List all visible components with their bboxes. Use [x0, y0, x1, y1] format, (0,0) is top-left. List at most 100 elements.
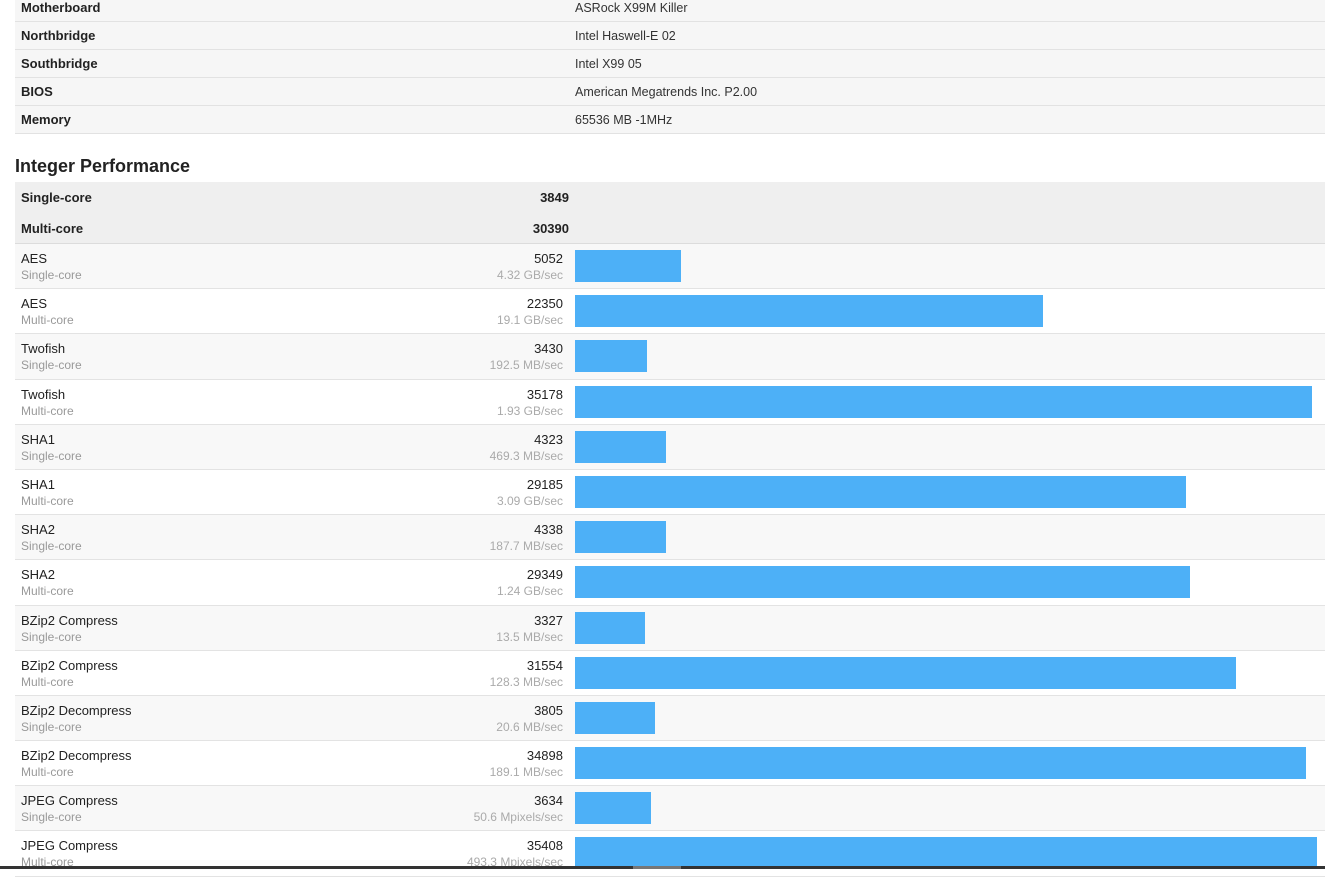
- benchmark-name: Twofish: [21, 341, 66, 357]
- score-bar: [575, 747, 1306, 780]
- benchmark-score: 3634: [534, 793, 563, 809]
- benchmark-kind: Single-core: [21, 358, 82, 373]
- benchmark-row: Twofish Single-core 3430 192.5 MB/sec: [15, 334, 1325, 380]
- benchmark-kind: Multi-core: [21, 855, 74, 870]
- benchmark-kind: Single-core: [21, 810, 82, 825]
- score-bar-track: [575, 475, 1325, 508]
- section-title: Integer Performance: [15, 156, 191, 176]
- score-bar: [575, 475, 1186, 508]
- score-bar-track: [575, 566, 1325, 599]
- info-value: Intel X99 05: [575, 56, 642, 71]
- benchmark-row: SHA2 Multi-core 29349 1.24 GB/sec: [15, 560, 1325, 606]
- benchmark-score: 5052: [534, 251, 563, 266]
- score-bar: [575, 792, 651, 825]
- info-label: Motherboard: [21, 0, 101, 15]
- info-row-bios: BIOS American Megatrends Inc. P2.00: [15, 78, 1325, 106]
- benchmark-rate: 469.3 MB/sec: [489, 448, 563, 463]
- score-bar: [575, 430, 666, 463]
- benchmark-score: 22350: [526, 296, 563, 312]
- score-bar-track: [575, 792, 1325, 825]
- info-value: Intel Haswell-E 02: [575, 28, 676, 43]
- benchmark-kind: Single-core: [21, 448, 82, 463]
- score-bar-track: [575, 250, 1325, 282]
- benchmark-name: SHA1: [21, 476, 55, 492]
- benchmark-name: AES: [21, 296, 48, 312]
- system-info-table: Motherboard ASRock X99M Killer Northbrid…: [15, 0, 1325, 134]
- benchmark-name: SHA2: [21, 522, 55, 538]
- benchmark-kind: Multi-core: [21, 403, 74, 418]
- benchmark-kind: Multi-core: [21, 313, 74, 328]
- summary-score: 3849: [540, 190, 569, 205]
- score-bar: [575, 340, 647, 373]
- benchmark-name: Twofish: [21, 386, 66, 402]
- benchmark-rate: 128.3 MB/sec: [489, 674, 563, 689]
- info-label: Memory: [21, 112, 71, 127]
- info-row-southbridge: Southbridge Intel X99 05: [15, 50, 1325, 78]
- benchmark-row: AES Single-core 5052 4.32 GB/sec: [15, 244, 1325, 290]
- score-bar: [575, 656, 1236, 689]
- info-value: 65536 MB -1MHz: [575, 112, 673, 127]
- benchmark-row: BZip2 Compress Multi-core 31554 128.3 MB/se…: [15, 650, 1325, 696]
- benchmark-row: JPEG Compress Single-core 3634 50.6 Mpixels…: [15, 786, 1325, 832]
- benchmark-score: 4323: [534, 431, 563, 447]
- benchmark-rate: 1.93 GB/sec: [496, 403, 563, 418]
- benchmark-kind: Multi-core: [21, 584, 74, 599]
- benchmark-row: SHA1 Multi-core 29185 3.09 GB/sec: [15, 469, 1325, 516]
- benchmark-name: SHA1: [21, 431, 55, 447]
- info-row-memory: Memory 65536 MB -1MHz: [15, 106, 1325, 134]
- benchmark-rate: 19.1 GB/sec: [496, 313, 563, 328]
- benchmark-kind: Single-core: [21, 629, 82, 644]
- summary-score: 30390: [532, 220, 569, 236]
- benchmark-rate: 13.5 MB/sec: [496, 629, 563, 644]
- benchmark-name: JPEG Compress: [21, 838, 118, 854]
- benchmark-score: 29349: [526, 567, 563, 583]
- benchmark-list: AES Single-core 5052 4.32 GB/sec AES Multi-co…: [15, 244, 1325, 877]
- benchmark-score: 3805: [534, 702, 563, 718]
- benchmark-row: BZip2 Compress Single-core 3327 13.5 MB/sec: [15, 605, 1325, 651]
- benchmark-rate: 189.1 MB/sec: [489, 765, 563, 780]
- benchmark-name: AES: [21, 251, 48, 266]
- score-bar-track: [575, 656, 1325, 689]
- score-summary: Single-core 3849 Multi-core 30390: [15, 182, 1325, 244]
- summary-label: Multi-core: [21, 220, 84, 236]
- info-row-motherboard: Motherboard ASRock X99M Killer: [15, 0, 1325, 22]
- info-value: ASRock X99M Killer: [575, 0, 688, 15]
- benchmark-rate: 50.6 Mpixels/sec: [473, 810, 563, 825]
- benchmark-rate: 3.09 GB/sec: [496, 493, 563, 508]
- benchmark-rate: 1.24 GB/sec: [496, 584, 563, 599]
- benchmark-row: BZip2 Decompress Single-core 3805 20.6 MB/s…: [15, 695, 1325, 742]
- benchmark-score: 35178: [526, 386, 563, 402]
- benchmark-row: JPEG Compress Multi-core 35408 493.3 Mpixel…: [15, 831, 1325, 877]
- score-bar: [575, 701, 655, 734]
- benchmark-rate: 192.5 MB/sec: [489, 358, 563, 373]
- benchmark-kind: Single-core: [21, 539, 82, 554]
- benchmark-name: JPEG Compress: [21, 793, 118, 809]
- score-bar: [575, 611, 645, 644]
- benchmark-row: BZip2 Decompress Multi-core 34898 189.1 MB/…: [15, 741, 1325, 787]
- score-bar-track: [575, 837, 1325, 870]
- benchmark-rate: 493.3 Mpixels/sec: [466, 855, 563, 870]
- score-bar: [575, 521, 666, 554]
- info-label: Southbridge: [21, 56, 98, 71]
- benchmark-name: BZip2 Compress: [21, 657, 118, 673]
- info-row-northbridge: Northbridge Intel Haswell-E 02: [15, 22, 1325, 50]
- benchmark-score: 34898: [526, 748, 563, 764]
- benchmark-score: 4338: [534, 522, 563, 538]
- score-bar: [575, 837, 1317, 870]
- info-label: BIOS: [21, 84, 53, 99]
- score-bar-track: [575, 295, 1325, 328]
- benchmark-row: SHA2 Single-core 4338 187.7 MB/sec: [15, 515, 1325, 561]
- benchmark-name: BZip2 Decompress: [21, 748, 132, 764]
- score-bar-track: [575, 521, 1325, 554]
- benchmark-score: 3327: [534, 612, 563, 628]
- score-bar-track: [575, 385, 1325, 418]
- score-bar-track: [575, 701, 1325, 734]
- benchmark-row: AES Multi-core 22350 19.1 GB/sec: [15, 289, 1325, 335]
- summary-label: Single-core: [21, 190, 92, 205]
- info-value: American Megatrends Inc. P2.00: [575, 84, 758, 99]
- score-bar: [575, 295, 1043, 328]
- summary-row-multi-core: Multi-core 30390: [15, 213, 1325, 244]
- benchmark-kind: Single-core: [21, 268, 82, 282]
- benchmark-kind: Multi-core: [21, 674, 74, 689]
- score-bar: [575, 566, 1190, 599]
